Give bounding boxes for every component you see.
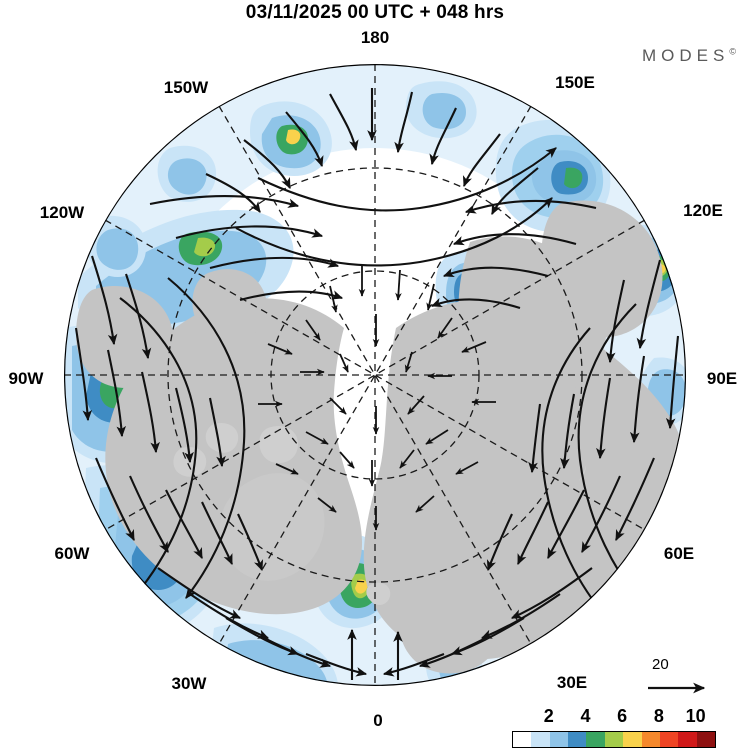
map-canvas [64, 64, 686, 686]
colorbar-tick-6: 6 [617, 706, 628, 726]
page-title: 03/11/2025 00 UTC + 048 hrs [245, 2, 505, 23]
longitude-label-120w: 120W [39, 203, 85, 222]
colorbar-tick-2: 2 [543, 706, 554, 726]
wind-vector-field [74, 88, 680, 680]
colorbar-tick-labels: 2 4 6 8 10 [512, 706, 714, 728]
copyright-icon: © [729, 46, 736, 57]
colorbar-swatch-5 [604, 732, 624, 747]
polar-stereographic-map[interactable] [0, 28, 750, 718]
graticule [64, 64, 686, 686]
longitude-label-30w: 30W [171, 674, 207, 693]
colorbar-swatch-10 [696, 732, 715, 747]
colorbar-swatch-0 [513, 732, 532, 747]
colorbar-tick-8: 8 [653, 706, 664, 726]
longitude-label-60e: 60E [663, 544, 695, 563]
longitude-label-180: 180 [360, 28, 390, 47]
vector-scale-value: 20 [652, 656, 669, 673]
longitude-label-60w: 60W [54, 544, 90, 563]
longitude-label-0: 0 [373, 711, 383, 730]
colorbar-swatch-8 [659, 732, 679, 747]
colorbar-tick-10: 10 [685, 706, 706, 726]
colorbar[interactable] [512, 731, 716, 748]
colorbar-swatch-1 [531, 732, 550, 747]
longitude-label-90w: 90W [8, 369, 44, 388]
colorbar-swatch-3 [568, 732, 587, 747]
modes-logo-text: MODES [642, 46, 730, 65]
colorbar-swatch-2 [549, 732, 569, 747]
reference-arrow-icon [648, 682, 706, 694]
colorbar-swatch-6 [623, 732, 642, 747]
longitude-label-120e: 120E [683, 201, 723, 220]
modes-logo: MODES© [642, 46, 736, 66]
longitude-label-90e: 90E [706, 369, 738, 388]
colorbar-swatch-9 [678, 732, 697, 747]
vector-scale-legend: 20 [636, 656, 732, 700]
colorbar-swatch-7 [641, 732, 660, 747]
longitude-label-30e: 30E [556, 673, 588, 692]
colorbar-swatch-4 [586, 732, 605, 747]
colorbar-tick-4: 4 [580, 706, 591, 726]
longitude-label-150w: 150W [163, 78, 209, 97]
longitude-label-150e: 150E [555, 73, 595, 92]
